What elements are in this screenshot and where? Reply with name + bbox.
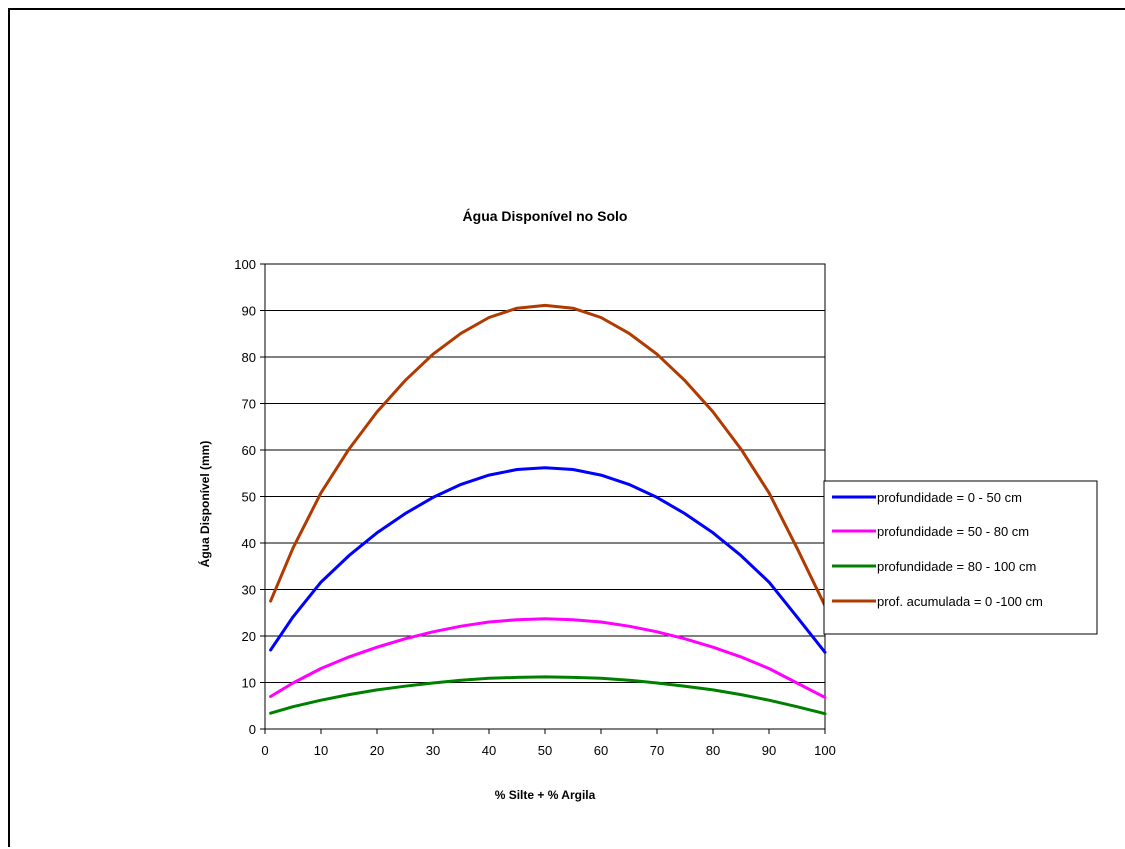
y-tick-label: 100	[234, 257, 256, 272]
legend-box	[823, 480, 1098, 635]
y-tick-label: 90	[242, 304, 256, 319]
y-axis-label: Água Disponível (mm)	[197, 441, 212, 568]
y-tick-label: 50	[242, 490, 256, 505]
series-lines	[269, 303, 827, 716]
x-tick-label: 100	[814, 743, 836, 758]
series-line-4	[269, 303, 827, 608]
line-chart: Água Disponível no Solo 0 10 20 30 40 50 60 70 8…	[197, 208, 1098, 802]
y-tick-label: 0	[249, 722, 256, 737]
x-axis-label: % Silte + % Argila	[495, 788, 596, 802]
legend-label-2: profundidade = 50 - 80 cm	[877, 524, 1029, 539]
y-tick-label: 60	[242, 443, 256, 458]
x-tick-label: 60	[594, 743, 608, 758]
x-tick-label: 50	[538, 743, 552, 758]
x-axis: 0 10 20 30 40 50 60 70 80 90 100	[261, 729, 836, 758]
x-tick-label: 40	[482, 743, 496, 758]
y-tick-label: 10	[242, 676, 256, 691]
x-tick-label: 10	[314, 743, 328, 758]
y-tick-label: 70	[242, 397, 256, 412]
legend-label-3: profundidade = 80 - 100 cm	[877, 559, 1036, 574]
x-tick-label: 90	[762, 743, 776, 758]
y-tick-label: 30	[242, 583, 256, 598]
legend: profundidade = 0 - 50 cm profundidade = 5…	[823, 480, 1098, 635]
legend-label-4: prof. acumulada = 0 -100 cm	[877, 594, 1043, 609]
series-line-3	[269, 675, 827, 716]
legend-label-1: profundidade = 0 - 50 cm	[877, 490, 1022, 505]
chart-title: Água Disponível no Solo	[463, 208, 628, 224]
y-tick-label: 80	[242, 350, 256, 365]
y-tick-label: 20	[242, 629, 256, 644]
x-tick-label: 20	[370, 743, 384, 758]
x-tick-label: 0	[261, 743, 268, 758]
x-tick-label: 70	[650, 743, 664, 758]
y-axis: 0 10 20 30 40 50 60 70 80 90 100	[234, 257, 265, 737]
y-tick-label: 40	[242, 536, 256, 551]
series-line-2	[269, 617, 827, 699]
series-line-1	[269, 466, 827, 654]
chart-frame: Água Disponível no Solo 0 10 20 30 40 50 60 70 8…	[8, 8, 1125, 847]
x-tick-label: 80	[706, 743, 720, 758]
x-tick-label: 30	[426, 743, 440, 758]
